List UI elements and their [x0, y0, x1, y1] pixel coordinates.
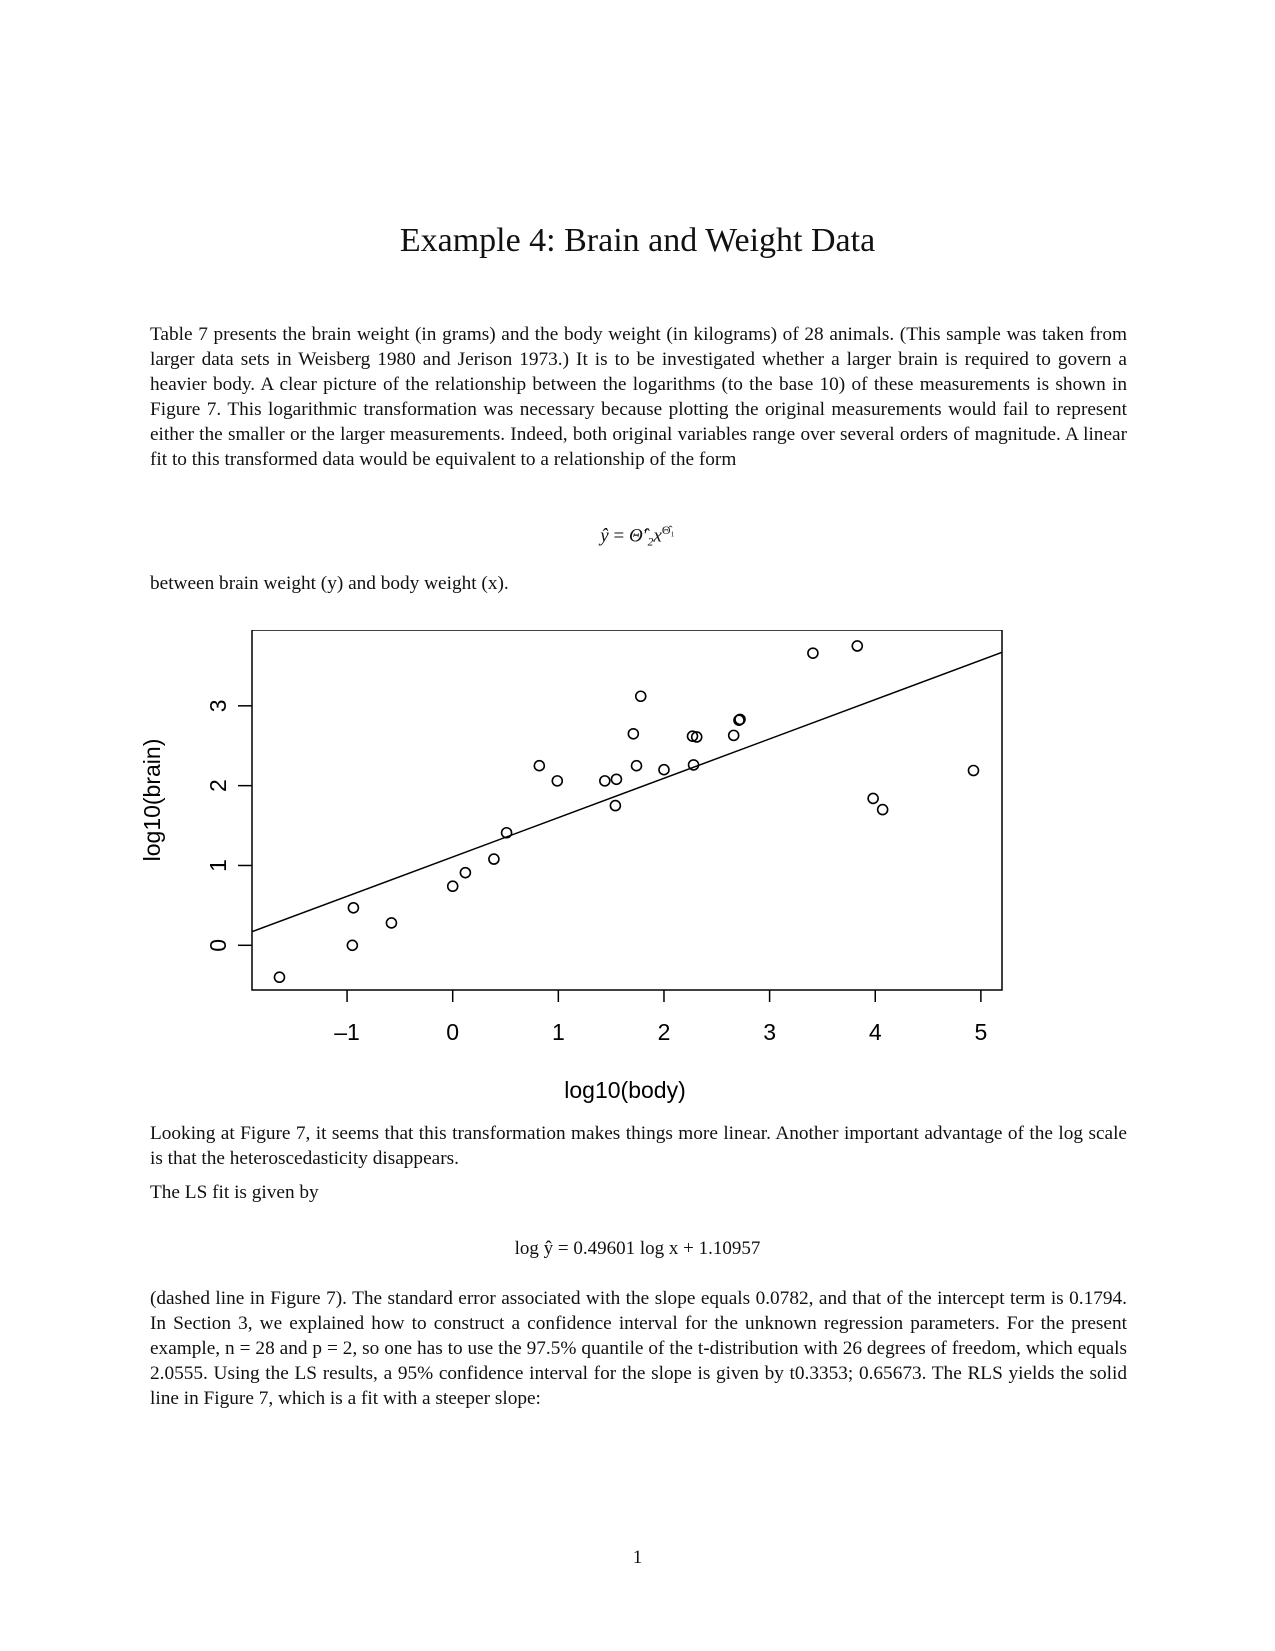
data-point-6	[459, 866, 472, 879]
data-point-7	[488, 853, 500, 865]
data-point-18	[686, 730, 699, 742]
data-point-14	[627, 727, 640, 740]
data-point-5	[446, 880, 459, 893]
data-point-21	[727, 729, 740, 742]
x-tick-label-6: 5	[974, 1019, 987, 1045]
y-tick-label-1: 1	[205, 859, 231, 872]
y-axis-label: log10(brain)	[140, 739, 165, 862]
observation-paragraph: Looking at Figure 7, it seems that this …	[150, 1123, 1127, 1169]
y-tick-label-3: 3	[205, 699, 231, 712]
power-law-equation: ŷ = Θ̂′₂xΘ̂₁	[0, 523, 1275, 547]
intro-paragraph: Table 7 presents the brain weight (in gr…	[150, 324, 1127, 470]
ls-fit-equation: log ŷ = 0.49601 log x + 1.10957	[514, 1238, 761, 1259]
page-number: 1	[632, 1547, 643, 1568]
data-point-4	[385, 917, 398, 929]
data-point-17	[658, 763, 670, 776]
data-point-23	[734, 713, 746, 726]
ls-fit-intro: The LS fit is given by	[150, 1182, 319, 1203]
y-tick-label-2: 2	[205, 779, 231, 792]
equation-exponent: Θ̂₁	[661, 523, 675, 537]
fit-line	[252, 651, 1002, 933]
x-tick-label-5: 4	[869, 1019, 882, 1045]
plot-frame	[251, 630, 1003, 991]
data-point-24	[807, 647, 819, 659]
data-point-25	[851, 640, 864, 652]
equation-equals: =	[608, 525, 629, 547]
x-tick-label-3: 2	[658, 1019, 671, 1045]
data-point-1	[273, 971, 286, 984]
data-point-19	[690, 731, 703, 743]
x-axis-label: log10(body)	[564, 1077, 685, 1103]
data-point-3	[346, 939, 359, 952]
data-point-27	[876, 803, 889, 816]
data-point-15	[634, 690, 647, 703]
equation-rhs: Θ̂′₂x	[628, 525, 662, 547]
data-point-10	[551, 775, 564, 787]
data-point-2	[347, 901, 360, 914]
page-title: Example 4: Brain and Weight Data	[399, 222, 876, 259]
data-point-11	[599, 775, 611, 787]
data-point-20	[687, 759, 700, 771]
x-tick-label-2: 1	[552, 1019, 565, 1045]
x-tick-label-4: 3	[763, 1019, 776, 1045]
data-point-16	[630, 759, 643, 772]
data-point-8	[500, 826, 513, 839]
data-point-26	[867, 792, 879, 805]
variables-sentence: between brain weight (y) and body weight…	[150, 573, 509, 594]
y-tick-label-0: 0	[205, 939, 231, 952]
x-tick-label-1: 0	[446, 1019, 459, 1045]
data-point-28	[967, 764, 980, 777]
data-point-12	[610, 773, 623, 786]
data-point-13	[609, 799, 622, 812]
confidence-paragraph: (dashed line in Figure 7). The standard …	[150, 1288, 1127, 1409]
x-tick-label-0: –1	[334, 1019, 360, 1045]
data-point-9	[533, 759, 546, 772]
scatter-chart: –1 0 1 2 3 4 5 0 1 2 3 log10(body) log10(brain)	[140, 630, 1003, 1103]
equation-lhs: ŷ	[600, 525, 609, 547]
